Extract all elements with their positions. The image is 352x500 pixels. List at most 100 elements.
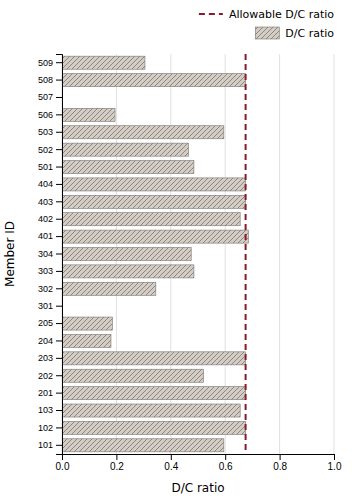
axis-line bbox=[56, 55, 63, 455]
tick-mark bbox=[56, 167, 62, 168]
bar bbox=[62, 74, 246, 87]
bar bbox=[62, 265, 194, 278]
legend-label: Allowable D/C ratio bbox=[229, 8, 334, 21]
bar bbox=[62, 143, 188, 156]
tick-label: 402 bbox=[38, 214, 53, 224]
tick: 401 bbox=[38, 231, 62, 241]
tick: 403 bbox=[38, 197, 62, 207]
tick: 0.2 bbox=[110, 454, 124, 472]
y-axis-title: Member ID bbox=[3, 221, 17, 287]
tick: 103 bbox=[38, 405, 62, 415]
tick-label: 103 bbox=[38, 405, 53, 415]
tick: 508 bbox=[38, 75, 62, 85]
bar bbox=[62, 56, 145, 69]
tick-label: 1.0 bbox=[328, 461, 342, 472]
tick-mark bbox=[56, 97, 62, 98]
bar bbox=[62, 126, 224, 139]
tick-label: 0.0 bbox=[56, 461, 70, 472]
tick: 302 bbox=[38, 284, 62, 294]
reference-line bbox=[245, 54, 247, 454]
bar-series bbox=[62, 56, 248, 452]
tick-mark bbox=[225, 454, 226, 460]
chart: 0.0 0.2 0.4 0.6 0.8 1.0 509 508 507 506 503 502 501 4… bbox=[0, 0, 352, 500]
tick-mark bbox=[56, 184, 62, 185]
tick: 202 bbox=[38, 371, 62, 381]
bar bbox=[62, 195, 246, 208]
bar bbox=[62, 213, 240, 226]
tick-mark bbox=[56, 375, 62, 376]
tick-label: 509 bbox=[38, 58, 53, 68]
plot: 0.0 0.2 0.4 0.6 0.8 1.0 509 508 507 506 503 502 501 4… bbox=[38, 54, 342, 472]
legend-swatch bbox=[199, 13, 223, 15]
tick: 205 bbox=[38, 318, 62, 328]
x-axis-title: D/C ratio bbox=[171, 481, 224, 495]
tick-label: 404 bbox=[38, 179, 53, 189]
bar bbox=[62, 317, 112, 330]
tick-label: 0.6 bbox=[219, 461, 233, 472]
bar bbox=[62, 439, 224, 452]
tick-mark bbox=[56, 219, 62, 220]
tick: 303 bbox=[38, 266, 62, 276]
tick-mark bbox=[56, 149, 62, 150]
tick-label: 201 bbox=[38, 388, 53, 398]
tick: 1.0 bbox=[328, 454, 342, 472]
tick-label: 501 bbox=[38, 162, 53, 172]
tick: 0.4 bbox=[164, 454, 178, 472]
tick-label: 303 bbox=[38, 266, 53, 276]
tick-label: 0.4 bbox=[164, 461, 178, 472]
tick-mark bbox=[56, 410, 62, 411]
grid bbox=[62, 54, 334, 454]
tick-label: 508 bbox=[38, 75, 53, 85]
tick: 201 bbox=[38, 388, 62, 398]
tick: 0.6 bbox=[219, 454, 233, 472]
tick-label: 102 bbox=[38, 423, 53, 433]
tick-label: 503 bbox=[38, 127, 53, 137]
grid-line bbox=[279, 54, 280, 454]
tick-mark bbox=[56, 236, 62, 237]
bar bbox=[62, 352, 246, 365]
grid-line bbox=[334, 54, 335, 454]
tick-mark bbox=[56, 114, 62, 115]
tick: 0.8 bbox=[273, 454, 287, 472]
tick: 501 bbox=[38, 162, 62, 172]
legend-item: Allowable D/C ratio bbox=[199, 8, 334, 21]
tick-label: 202 bbox=[38, 371, 53, 381]
tick-label: 506 bbox=[38, 110, 53, 120]
x-axis: 0.0 0.2 0.4 0.6 0.8 1.0 bbox=[56, 454, 342, 472]
tick: 102 bbox=[38, 423, 62, 433]
legend: Allowable D/C ratioD/C ratio bbox=[199, 8, 334, 40]
tick-mark bbox=[56, 80, 62, 81]
bar bbox=[62, 282, 156, 295]
tick-label: 0.2 bbox=[110, 461, 124, 472]
bar bbox=[62, 108, 115, 121]
tick-mark bbox=[56, 427, 62, 428]
tick-mark bbox=[56, 288, 62, 289]
tick: 509 bbox=[38, 58, 62, 68]
bar bbox=[62, 334, 111, 347]
bar bbox=[62, 369, 203, 382]
bar bbox=[62, 387, 246, 400]
bar bbox=[62, 404, 240, 417]
tick: 502 bbox=[38, 145, 62, 155]
tick-mark bbox=[56, 323, 62, 324]
tick-mark bbox=[56, 358, 62, 359]
tick-mark bbox=[56, 201, 62, 202]
tick: 507 bbox=[38, 92, 62, 102]
legend-swatch bbox=[255, 27, 279, 39]
tick-label: 401 bbox=[38, 231, 53, 241]
axis-line bbox=[63, 455, 335, 461]
tick-label: 203 bbox=[38, 353, 53, 363]
tick-label: 304 bbox=[38, 249, 53, 259]
tick-label: 204 bbox=[38, 336, 53, 346]
tick: 204 bbox=[38, 336, 62, 346]
tick: 0.0 bbox=[56, 454, 70, 472]
y-axis: 509 508 507 506 503 502 501 404 403 402 401 304 303 3… bbox=[38, 55, 63, 455]
tick: 404 bbox=[38, 179, 62, 189]
tick-mark bbox=[280, 454, 281, 460]
tick-mark bbox=[334, 454, 335, 460]
bar bbox=[62, 178, 246, 191]
bar bbox=[62, 247, 191, 260]
tick-label: 507 bbox=[38, 92, 53, 102]
tick-label: 101 bbox=[38, 440, 53, 450]
marks bbox=[62, 54, 248, 454]
